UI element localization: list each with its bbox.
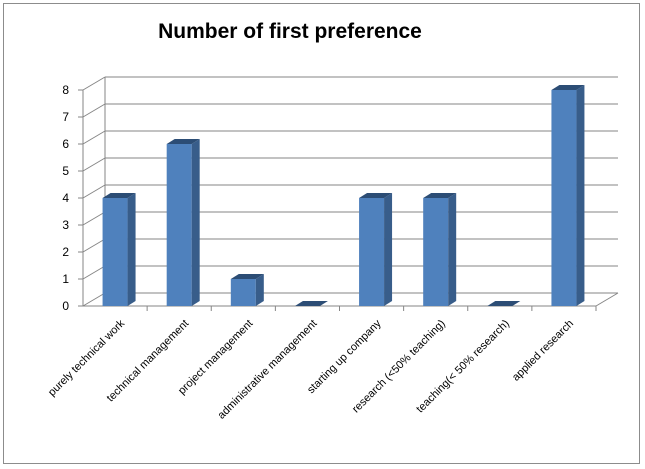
side-gridline [82, 76, 106, 91]
bar-side [384, 193, 393, 306]
y-tick-label: 4 [62, 191, 69, 205]
y-tick-label: 3 [62, 218, 69, 232]
side-gridline [82, 184, 106, 199]
bar-top [423, 193, 457, 198]
floor-edge [595, 292, 619, 307]
side-gridline [82, 130, 106, 145]
chart-title: Number of first preference [158, 20, 422, 43]
bar-top [487, 301, 521, 306]
side-gridline [82, 238, 106, 253]
side-gridline [82, 103, 106, 118]
bar-side [255, 274, 264, 306]
bar-side [191, 139, 200, 306]
bar-side [448, 193, 457, 306]
y-tick-label: 5 [62, 164, 69, 178]
bar-top [359, 193, 393, 198]
bar [551, 90, 577, 306]
bar [359, 198, 385, 306]
bar [423, 198, 449, 306]
side-gridline [82, 211, 106, 226]
bar [230, 279, 256, 306]
bar-top [102, 193, 136, 198]
bar-top [551, 85, 585, 90]
y-tick-label: 0 [62, 299, 69, 313]
bar [102, 198, 128, 306]
y-tick-label: 1 [62, 272, 69, 286]
bar [166, 144, 192, 306]
y-tick-label: 7 [62, 110, 69, 124]
bar-side [576, 85, 585, 306]
y-tick-label: 8 [62, 83, 69, 97]
bar-top [166, 139, 200, 144]
bar-side [127, 193, 136, 306]
bar-top [230, 274, 264, 279]
side-gridline [82, 292, 106, 307]
side-gridline [82, 157, 106, 172]
y-tick-label: 6 [62, 137, 69, 151]
side-gridline [82, 265, 106, 280]
x-category-label: applied research [510, 318, 576, 384]
bar-top [294, 301, 328, 306]
y-tick-label: 2 [62, 245, 69, 259]
